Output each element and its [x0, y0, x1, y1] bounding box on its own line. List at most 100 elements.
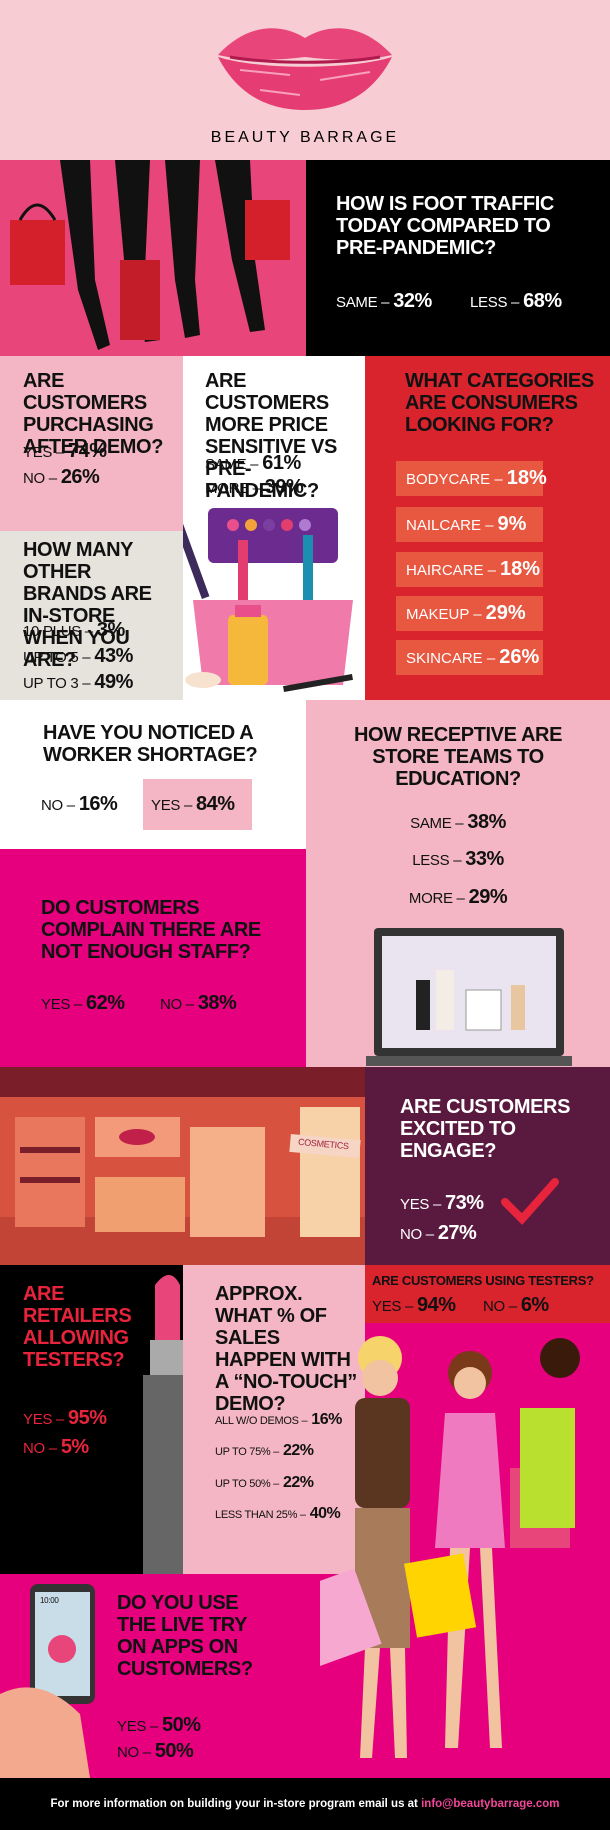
- shape-rect: [355, 1398, 410, 1508]
- answer: NO –50%: [117, 1740, 194, 1763]
- answer: YES –62%: [41, 992, 125, 1015]
- answer-label: MORE –: [205, 480, 261, 497]
- shape-rect: [190, 1127, 265, 1237]
- answer-value: 62%: [86, 992, 125, 1014]
- answer-label: YES –: [23, 1411, 65, 1428]
- shape-rect: [520, 1408, 575, 1528]
- shape-path: [218, 28, 392, 60]
- category-box: HAIRCARE –18%: [396, 552, 543, 587]
- answer-value: 68%: [523, 290, 562, 312]
- answer-value: 18%: [500, 558, 541, 580]
- shape-ellipse: [119, 1129, 155, 1145]
- answer-label: NO –: [400, 1226, 434, 1243]
- answer-value: 39%: [264, 476, 304, 498]
- shape-rect: [320, 1568, 382, 1668]
- answer-label: SKINCARE –: [406, 650, 496, 667]
- answer: LESS –33%: [306, 848, 610, 871]
- cosmetics-bag: [183, 508, 353, 693]
- question: HOW IS FOOT TRAFFIC TODAY COMPARED TO PR…: [336, 193, 554, 259]
- lipstick: [143, 1275, 183, 1574]
- question: ARE CUSTOMERS PURCHASING AFTER DEMO?: [23, 370, 164, 458]
- answer: LESS THAN 25% –40%: [215, 1505, 341, 1523]
- answer: SAME –32%: [336, 290, 432, 313]
- shape-circle: [362, 1360, 398, 1396]
- answer-label: YES –: [23, 444, 65, 461]
- shape-rect: [303, 535, 313, 600]
- answer: ALL W/O DEMOS –16%: [215, 1411, 342, 1429]
- footer: For more information on building your in…: [0, 1778, 610, 1830]
- answer: NO –38%: [160, 992, 237, 1015]
- answer-label: NO –: [160, 996, 194, 1013]
- shape-circle: [245, 519, 257, 531]
- lips: [218, 28, 392, 110]
- answer-value: 6%: [520, 1294, 549, 1316]
- shape-rect: [289, 1133, 361, 1159]
- category-box: NAILCARE –9%: [396, 507, 543, 542]
- women-illustration: [320, 1336, 580, 1758]
- shape-circle: [281, 519, 293, 531]
- answer: NO –26%: [23, 466, 100, 489]
- answer-label: LESS –: [470, 294, 520, 311]
- email-link[interactable]: info@beautybarrage.com: [421, 1798, 560, 1810]
- answer: YES –95%: [23, 1407, 107, 1430]
- answer-label: UP TO 50% –: [215, 1478, 279, 1490]
- answer-label: HAIRCARE –: [406, 562, 497, 579]
- answer-value: 5%: [60, 1436, 89, 1458]
- shape-rect: [10, 220, 65, 285]
- shape-rect: [300, 1107, 360, 1237]
- answer-label: MAKEUP –: [406, 606, 482, 623]
- shape-rect: [366, 1056, 572, 1066]
- store-panel: COSMETICS: [0, 1067, 365, 1265]
- answer: SAME –61%: [205, 452, 301, 475]
- question: ARE CUSTOMERS MORE PRICE SENSITIVE VS PR…: [205, 370, 337, 502]
- answer-value: 84%: [196, 793, 235, 815]
- answer: 10 PLUS –3%: [23, 619, 125, 642]
- shape-rect: [436, 970, 454, 1030]
- answer-label: LESS THAN 25% –: [215, 1509, 306, 1521]
- answer-label: NO –: [41, 797, 75, 814]
- answer: NO –5%: [23, 1436, 89, 1459]
- answer-label: NO –: [117, 1744, 151, 1761]
- answer: NO –27%: [400, 1222, 477, 1245]
- answer: YES –84%: [143, 779, 252, 830]
- shape-circle: [263, 519, 275, 531]
- staff-panel: DO CUSTOMERS COMPLAIN THERE ARE NOT ENOU…: [0, 849, 306, 1067]
- category-box: MAKEUP –29%: [396, 596, 543, 631]
- question: APPROX. WHAT % OF SALES HAPPEN WITH A “N…: [215, 1283, 357, 1415]
- question: HOW MANY OTHER BRANDS ARE IN-STORE WHEN …: [23, 539, 152, 671]
- phone-illustration: [0, 1584, 95, 1778]
- shape-rect: [416, 980, 430, 1030]
- brands-panel: HOW MANY OTHER BRANDS ARE IN-STORE WHEN …: [0, 531, 183, 700]
- legs-illustration: [10, 160, 290, 350]
- shape-rect: [95, 1177, 185, 1232]
- answer-value: 38%: [467, 811, 506, 833]
- category-box: SKINCARE –26%: [396, 640, 543, 675]
- answer-label: MORE –: [408, 890, 465, 907]
- answer-label: ALL W/O DEMOS –: [215, 1415, 308, 1427]
- answer-label: SAME –: [410, 815, 464, 832]
- answer: MORE –29%: [306, 886, 610, 909]
- shape-path: [215, 160, 265, 332]
- answer-value: 27%: [437, 1222, 477, 1244]
- using-panel: ARE CUSTOMERS USING TESTERS? YES –94% NO…: [365, 1265, 610, 1323]
- question: HAVE YOU NOTICED A WORKER SHORTAGE?: [43, 722, 258, 766]
- shape-path: [0, 1687, 90, 1778]
- answer-value: 49%: [94, 671, 133, 693]
- shape-rect: [20, 1177, 80, 1183]
- answer-value: 50%: [162, 1714, 201, 1736]
- answer-value: 16%: [311, 1411, 342, 1428]
- answer: YES –73%: [400, 1192, 484, 1215]
- question: DO YOU USE THE LIVE TRY ON APPS ON CUSTO…: [117, 1592, 253, 1680]
- answer: YES –50%: [117, 1714, 201, 1737]
- answer-label: SAME –: [336, 294, 390, 311]
- shape-rect: [283, 673, 353, 693]
- answer: NO –6%: [483, 1294, 549, 1317]
- shape-rect: [15, 1117, 85, 1227]
- answer: LESS –68%: [470, 290, 562, 313]
- answer-value: 94%: [417, 1294, 456, 1316]
- shape-rect: [143, 1375, 183, 1574]
- answer-value: 61%: [262, 452, 301, 474]
- live-try-panel: 10:00 DO YOU USE THE LIVE TRY ON APPS ON…: [0, 1574, 365, 1778]
- answer-label: LESS –: [412, 852, 462, 869]
- shape-path: [501, 1178, 559, 1225]
